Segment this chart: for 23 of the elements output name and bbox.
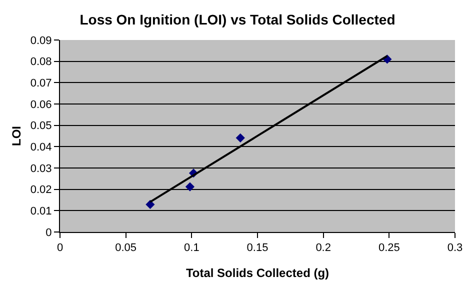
chart-title: Loss On Ignition (LOI) vs Total Solids Collected [80, 11, 396, 28]
y-tick-label: 0.04 [30, 142, 52, 154]
x-tick-label: 0.3 [447, 242, 463, 254]
y-tick-label: 0.06 [30, 98, 52, 111]
y-tick-label: 0.08 [30, 56, 52, 68]
y-tick-label: 0.07 [30, 78, 52, 90]
x-tick-label: 0.25 [378, 242, 400, 254]
y-tick-label: 0.03 [30, 162, 52, 175]
x-tick-label: 0.1 [184, 242, 200, 254]
y-tick-label: 0.05 [30, 120, 52, 132]
x-tick-label: 0 [56, 242, 64, 254]
point [185, 182, 195, 192]
y-tick-label: 0.09 [30, 34, 52, 47]
point [236, 133, 245, 142]
y-tick-label: 0 [46, 226, 52, 239]
y-axis-title: LOI [10, 126, 24, 146]
point [146, 200, 155, 210]
y-tick-label: 0.02 [30, 184, 52, 196]
y-tick-label: 0.01 [30, 206, 52, 218]
x-tick-label: 0.2 [316, 242, 331, 254]
x-tick-label: 0.15 [246, 242, 268, 254]
x-tick-label: 0.05 [115, 242, 137, 254]
x-axis-title: Total Solids Collected (g) [186, 266, 330, 280]
